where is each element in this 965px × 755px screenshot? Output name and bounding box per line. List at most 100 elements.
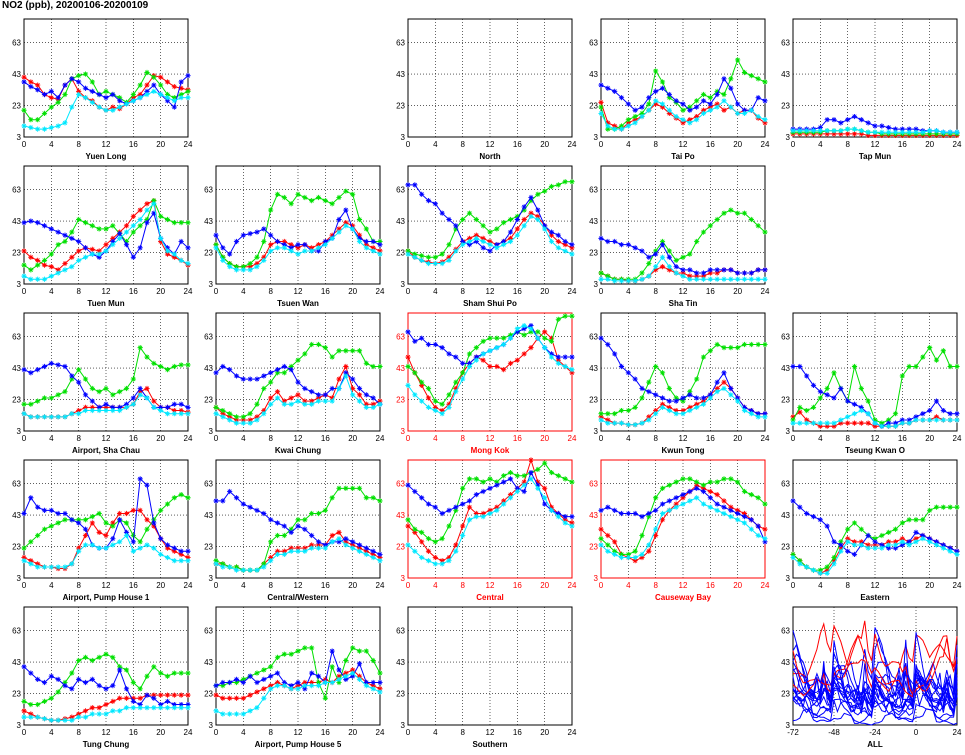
data-point — [89, 385, 95, 392]
data-point — [41, 414, 48, 420]
data-point — [28, 561, 34, 567]
data-point — [370, 679, 376, 686]
data-point — [810, 567, 817, 573]
data-point — [947, 411, 953, 417]
x-tick-label: 24 — [568, 287, 577, 296]
x-tick-label: 20 — [156, 287, 165, 296]
data-point — [906, 129, 912, 135]
data-point — [254, 567, 260, 573]
data-point — [178, 95, 184, 101]
data-point — [35, 262, 41, 268]
data-point — [35, 117, 41, 123]
data-point — [178, 362, 184, 368]
data-point — [501, 473, 507, 479]
data-point — [714, 101, 720, 107]
x-tick-label: 16 — [321, 728, 330, 737]
data-point — [535, 207, 541, 213]
x-tick-label: 16 — [129, 728, 138, 737]
series-cyan — [213, 670, 383, 717]
data-point — [144, 82, 150, 88]
data-point — [494, 245, 500, 251]
data-point — [845, 536, 851, 542]
data-point — [735, 479, 741, 485]
x-tick-label: 8 — [653, 140, 658, 149]
data-point — [185, 88, 191, 94]
data-point — [419, 335, 425, 341]
data-point — [130, 376, 136, 382]
panel-frame — [407, 606, 573, 726]
y-tick-label: 23 — [396, 249, 405, 258]
data-point — [947, 417, 953, 423]
data-point — [220, 564, 226, 570]
data-point — [659, 242, 666, 248]
data-point — [694, 482, 700, 488]
data-point — [247, 673, 253, 679]
data-point — [21, 367, 27, 373]
data-point — [363, 545, 369, 551]
x-tick-label: 16 — [706, 140, 715, 149]
data-point — [164, 245, 171, 251]
data-point — [377, 401, 383, 407]
data-point — [213, 498, 219, 504]
data-point — [69, 235, 75, 241]
data-point — [487, 229, 493, 235]
data-point — [363, 551, 369, 557]
data-point — [673, 98, 679, 104]
data-point — [21, 123, 27, 129]
data-point — [103, 107, 109, 113]
x-tick-label: 0 — [599, 287, 604, 296]
data-point — [233, 414, 240, 420]
data-point — [62, 679, 68, 686]
data-point — [797, 128, 803, 134]
data-point — [295, 517, 301, 523]
data-point — [261, 238, 267, 245]
y-tick-label: 3 — [594, 133, 599, 142]
data-point — [315, 194, 322, 201]
data-point — [110, 91, 116, 98]
data-point — [123, 229, 130, 235]
data-point — [707, 495, 713, 501]
data-point — [714, 492, 720, 498]
data-point — [687, 407, 693, 414]
data-point — [927, 345, 933, 351]
data-point — [261, 257, 267, 263]
data-point — [639, 248, 645, 254]
x-tick-label: 20 — [540, 728, 549, 737]
x-tick-label: 8 — [845, 140, 850, 149]
data-point — [48, 717, 54, 723]
x-tick-label: 24 — [184, 287, 193, 296]
data-point — [741, 107, 748, 113]
data-point — [130, 705, 136, 711]
data-point — [721, 210, 727, 216]
data-point — [507, 492, 514, 498]
data-point — [851, 411, 858, 417]
data-point — [377, 551, 383, 557]
x-tick-label: 0 — [22, 287, 27, 296]
data-point — [721, 510, 727, 517]
data-point — [555, 354, 561, 360]
data-point — [336, 485, 342, 491]
data-point — [48, 264, 54, 270]
data-point — [41, 716, 48, 722]
data-point — [858, 117, 864, 123]
panel-frame — [23, 18, 189, 138]
data-point — [892, 542, 899, 548]
data-point — [123, 532, 130, 539]
data-point — [762, 276, 768, 282]
data-point — [220, 414, 226, 420]
data-point — [687, 107, 693, 113]
data-point — [178, 85, 184, 91]
data-point — [274, 367, 281, 373]
series-line — [24, 346, 188, 405]
data-point — [913, 529, 919, 535]
data-point — [343, 348, 349, 354]
data-point — [55, 510, 61, 517]
data-point — [659, 395, 666, 401]
data-point — [618, 363, 625, 370]
data-point — [309, 389, 315, 395]
data-point — [797, 409, 803, 415]
panel-title: Southern — [472, 740, 507, 749]
data-point — [158, 705, 164, 711]
data-point — [356, 392, 363, 398]
